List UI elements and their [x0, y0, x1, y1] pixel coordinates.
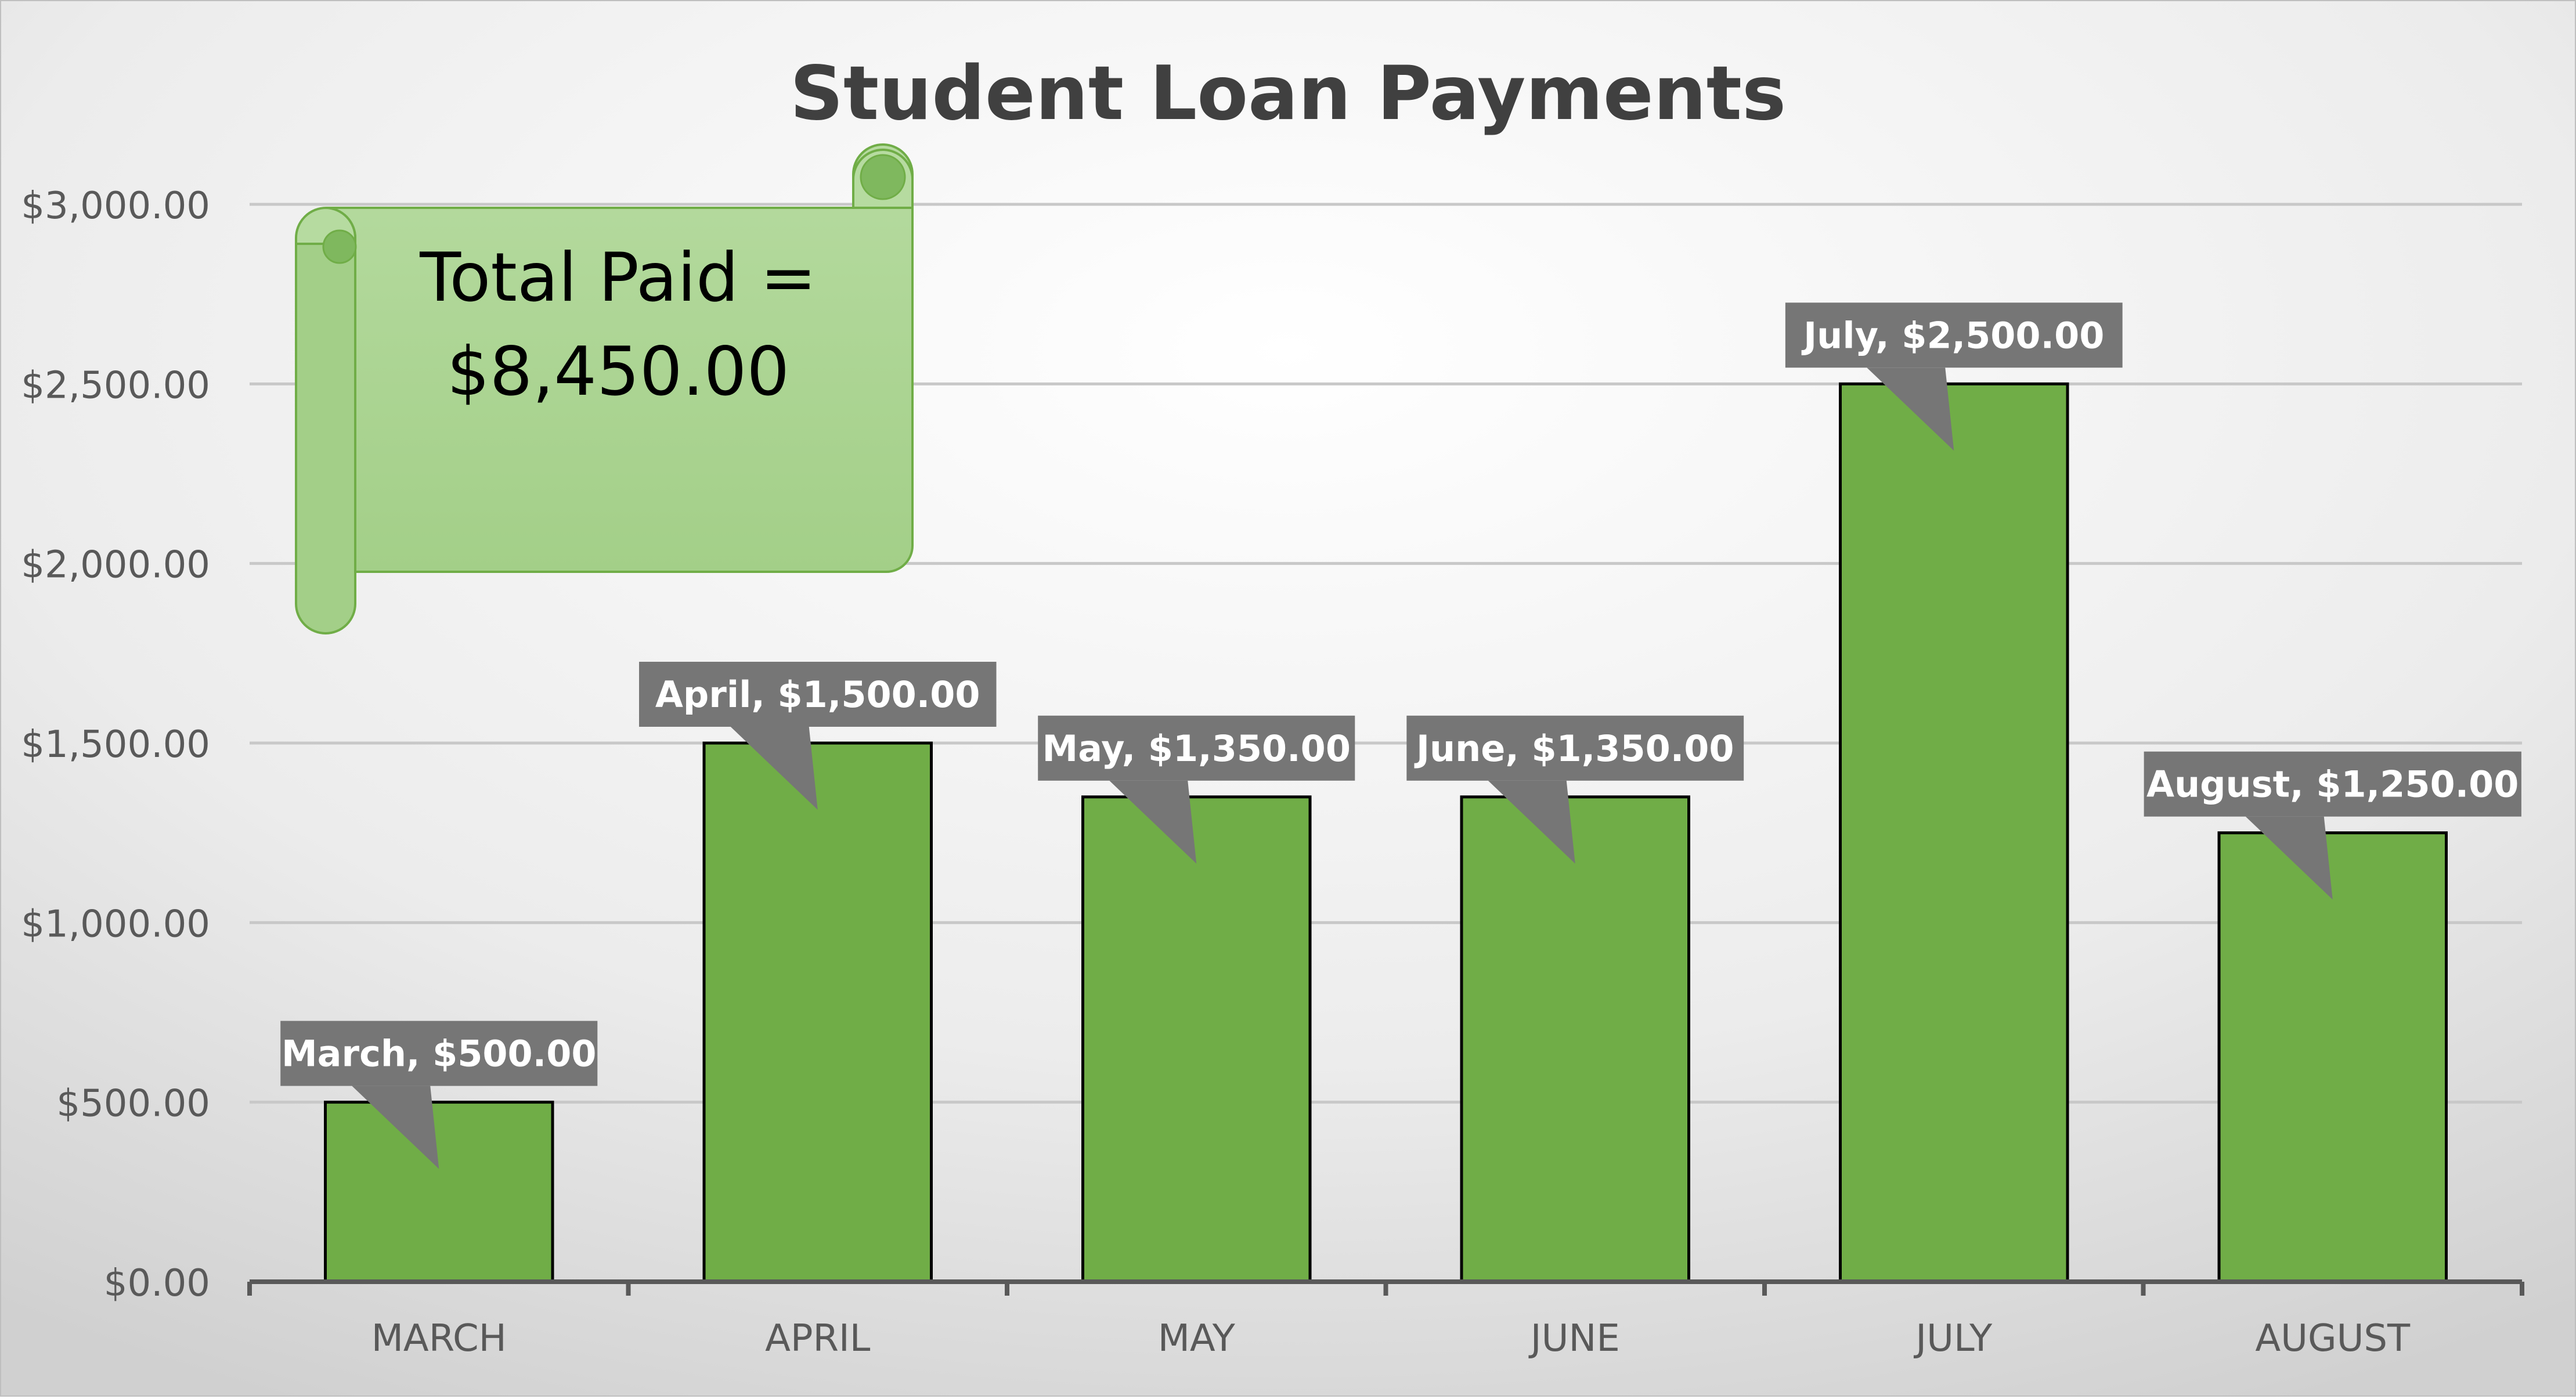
y-tick-label: $2,000.00: [21, 544, 210, 587]
bar: [1460, 795, 1690, 1283]
x-axis-tick-labels: MARCH APRIL MAY JUNE JULY AUGUST: [371, 1317, 2411, 1360]
data-label: May, $1,350.00: [1038, 715, 1355, 864]
y-tick-label: $500.00: [56, 1083, 210, 1126]
x-tick-label: MAY: [1158, 1317, 1236, 1360]
data-label: April, $1,500.00: [638, 662, 997, 810]
data-label: June, $1,350.00: [1406, 715, 1744, 864]
y-tick-label: $2,500.00: [21, 364, 210, 407]
x-tick-label: JUNE: [1528, 1317, 1620, 1360]
x-tick-label: APRIL: [765, 1317, 871, 1360]
y-tick-label: $0.00: [104, 1262, 210, 1305]
y-axis-tick-labels: $0.00 $500.00 $1,000.00 $1,500.00 $2,000.00 $…: [21, 185, 210, 1305]
total-paid-line1: Total Paid =: [419, 239, 817, 317]
x-tick-label: MARCH: [371, 1317, 507, 1360]
svg-text:July, $2,500.00: July, $2,500.00: [1801, 314, 2104, 356]
y-tick-label: $1,500.00: [21, 723, 210, 766]
svg-text:May, $1,350.00: May, $1,350.00: [1042, 727, 1351, 770]
bar: [1081, 795, 1312, 1283]
bar: [1839, 382, 2069, 1283]
svg-text:August, $1,250.00: August, $1,250.00: [2146, 763, 2519, 806]
bar: [702, 741, 933, 1283]
svg-text:June, $1,350.00: June, $1,350.00: [1414, 727, 1734, 770]
svg-text:April, $1,500.00: April, $1,500.00: [655, 673, 980, 716]
bar: [2217, 831, 2448, 1283]
chart-title: Student Loan Payments: [790, 51, 1786, 137]
bar: [324, 1101, 554, 1283]
total-paid-amount: $8,450.00: [447, 333, 789, 411]
x-axis: [247, 1279, 2524, 1296]
data-label: March, $500.00: [280, 1021, 598, 1169]
x-tick-label: JULY: [1913, 1317, 1993, 1360]
data-labels: March, $500.00 April, $1,500.00 May, $1,35…: [280, 302, 2521, 1169]
data-label: July, $2,500.00: [1785, 302, 2123, 451]
x-tick-label: AUGUST: [2255, 1317, 2411, 1360]
y-tick-label: $3,000.00: [21, 185, 210, 228]
data-label: August, $1,250.00: [2144, 751, 2521, 900]
total-paid-scroll: Total Paid = $8,450.00: [295, 143, 914, 634]
y-tick-label: $1,000.00: [21, 903, 210, 946]
svg-text:March, $500.00: March, $500.00: [282, 1033, 597, 1075]
